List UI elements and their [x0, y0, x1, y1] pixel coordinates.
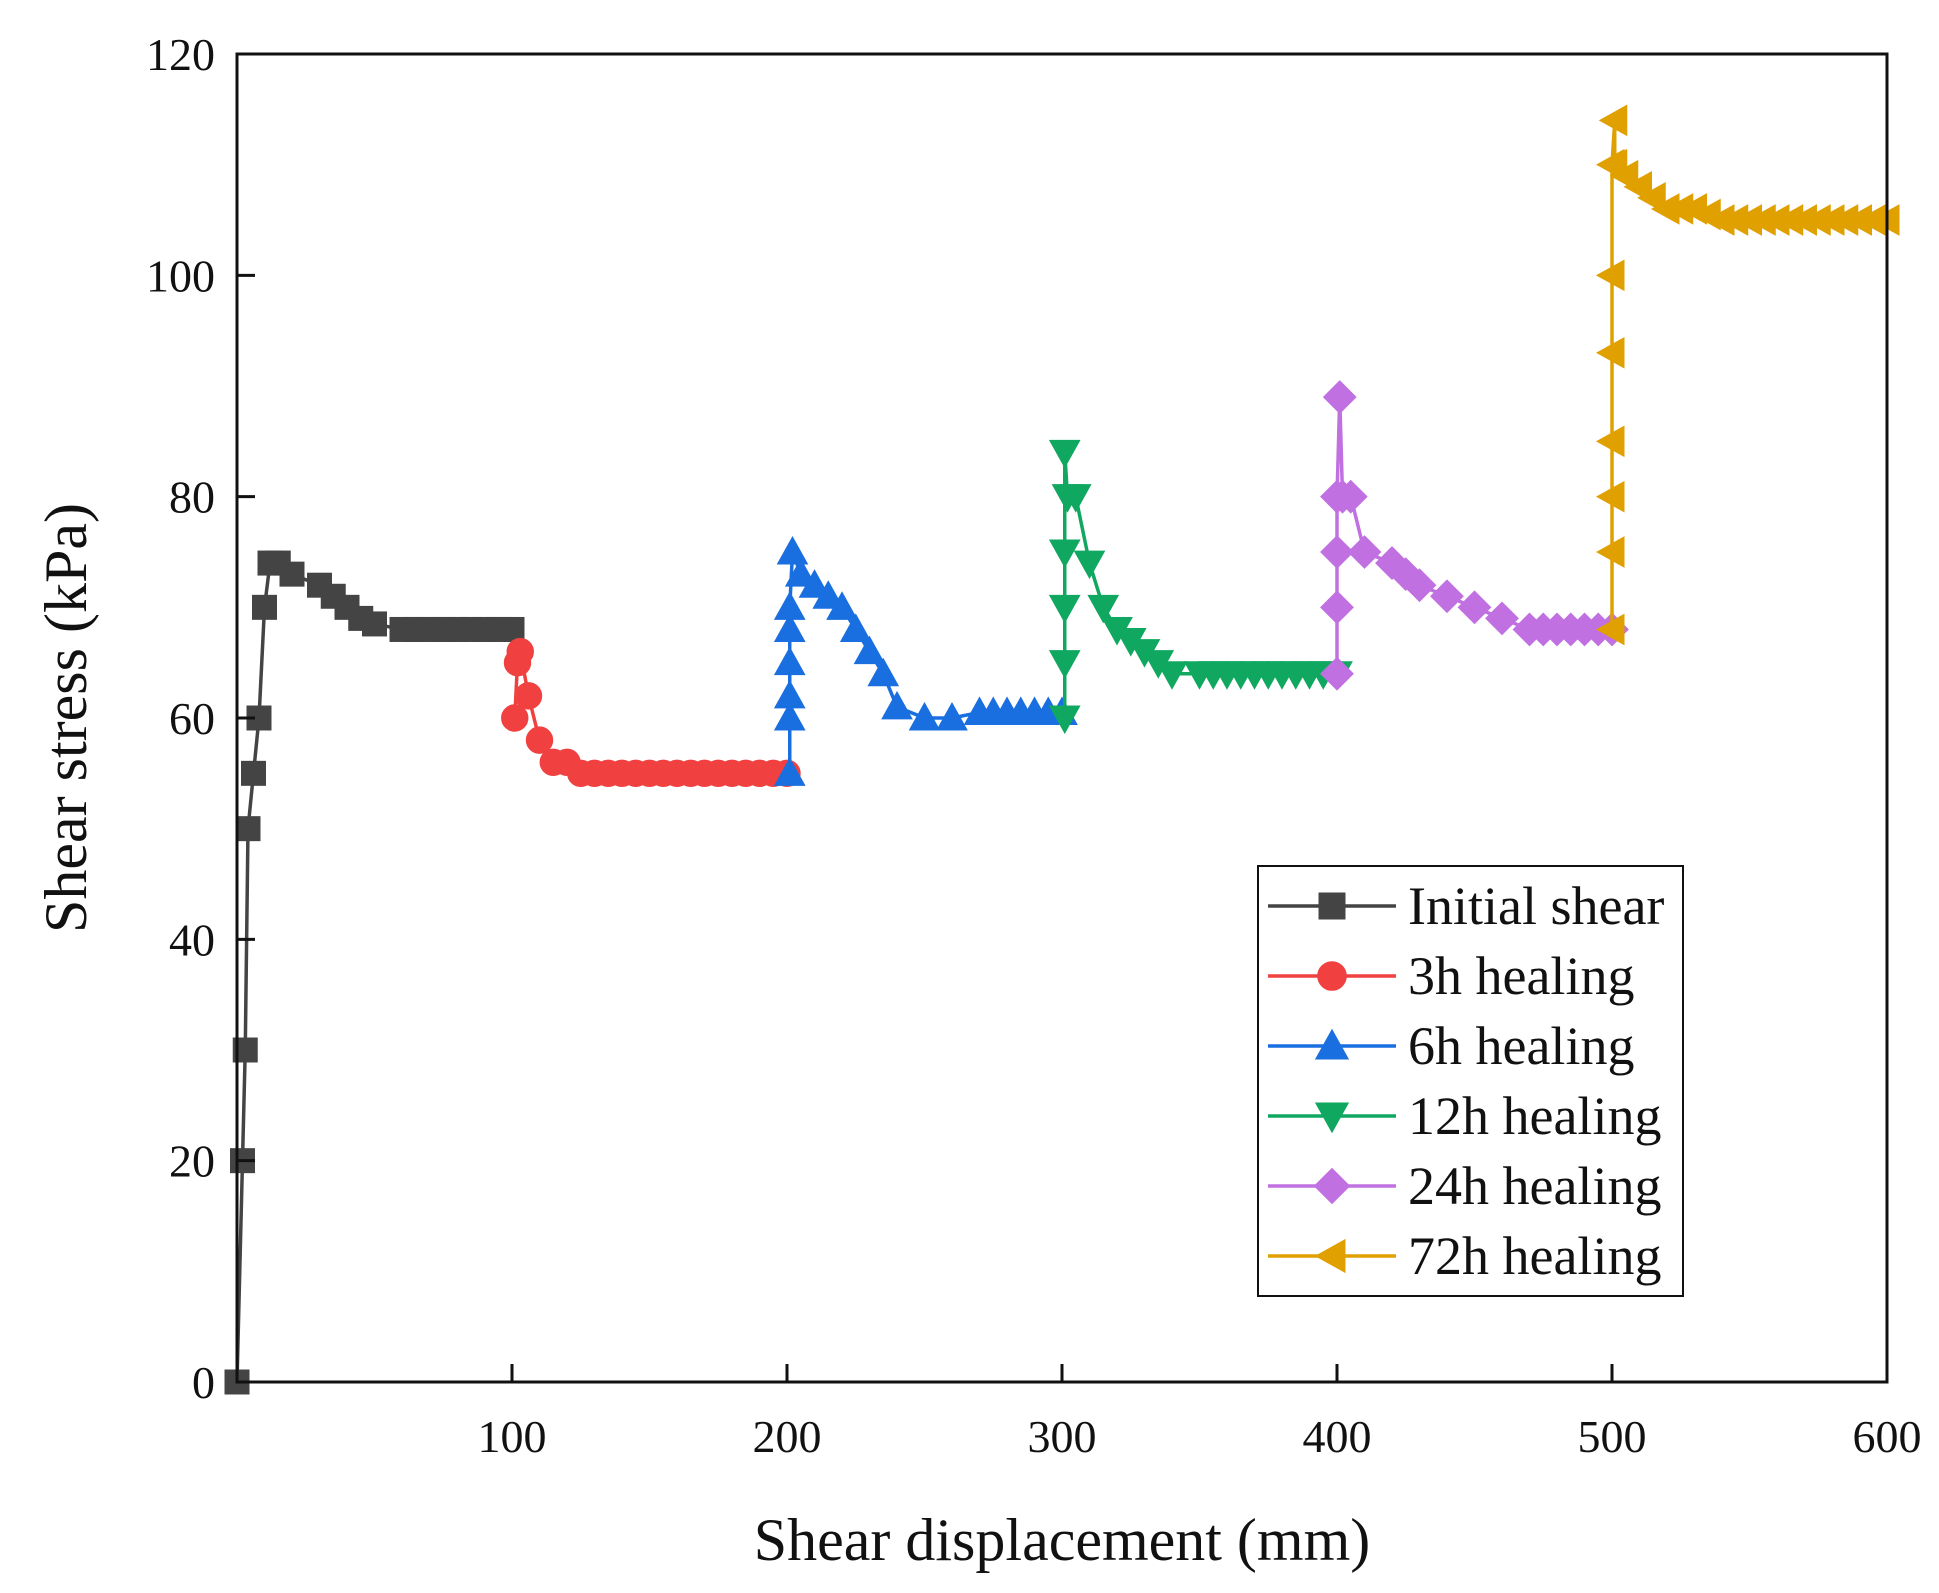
legend-item: 12h healing	[1268, 1086, 1661, 1146]
legend-item: 72h healing	[1268, 1226, 1661, 1286]
data-point	[1430, 579, 1464, 614]
data-point	[839, 613, 872, 642]
data-point	[1048, 539, 1081, 569]
data-point	[776, 535, 809, 565]
series-72h-healing	[1595, 104, 1900, 646]
data-point	[1048, 594, 1081, 624]
data-point	[506, 637, 534, 666]
data-point	[362, 611, 387, 637]
legend-marker	[1318, 892, 1346, 920]
data-point	[1595, 536, 1625, 568]
data-point	[1595, 425, 1625, 458]
legend-item: 24h healing	[1268, 1156, 1661, 1216]
legend-label: 24h healing	[1408, 1156, 1661, 1216]
data-point	[241, 760, 266, 786]
data-point	[514, 682, 543, 710]
legend-box	[1257, 865, 1684, 1297]
legend-item: 3h healing	[1268, 946, 1634, 1006]
data-point	[773, 757, 806, 786]
data-point	[773, 679, 806, 709]
series-layer	[224, 104, 1900, 1395]
data-point	[1598, 104, 1628, 137]
data-point	[826, 591, 858, 620]
data-point	[499, 616, 525, 642]
data-point	[908, 701, 941, 731]
data-point	[853, 635, 886, 665]
series-initial-shear	[224, 550, 525, 1395]
y-tick-label: 100	[146, 250, 215, 301]
legend-marker	[1314, 1102, 1350, 1134]
legend-marker	[1314, 1238, 1346, 1274]
series-24h-healing	[1320, 380, 1629, 691]
data-point	[252, 594, 277, 620]
data-point	[1485, 601, 1519, 636]
data-point	[1059, 484, 1092, 513]
y-tick-label: 80	[169, 472, 215, 523]
x-tick-label: 200	[753, 1411, 822, 1462]
data-point	[1457, 590, 1492, 625]
data-point	[1595, 613, 1625, 646]
data-point	[1320, 590, 1354, 625]
data-point	[798, 569, 831, 598]
data-point	[773, 591, 806, 620]
legend-item: Initial shear	[1268, 876, 1664, 936]
series-3h-healing	[501, 637, 801, 788]
data-point	[1595, 336, 1625, 369]
data-point	[235, 816, 261, 842]
data-point	[881, 690, 913, 720]
data-point	[1320, 656, 1354, 691]
data-point	[279, 561, 305, 587]
legend-label: 3h healing	[1408, 946, 1634, 1006]
y-tick-label: 120	[146, 29, 215, 80]
data-point	[1320, 535, 1354, 569]
legend-label: 6h healing	[1408, 1016, 1634, 1076]
data-point	[501, 704, 529, 732]
data-point	[1073, 550, 1106, 580]
legend-marker	[1317, 961, 1347, 991]
data-point	[773, 613, 806, 642]
series-6h-healing	[773, 535, 1078, 786]
data-point	[1087, 594, 1120, 624]
data-point	[1347, 535, 1382, 569]
data-point	[1048, 705, 1081, 735]
data-point	[1333, 479, 1368, 514]
data-point	[1595, 259, 1625, 292]
data-point	[867, 657, 900, 687]
y-axis-title: Shear stress (kPa)	[33, 503, 99, 933]
data-point	[812, 580, 845, 609]
data-point	[525, 726, 554, 754]
y-tick-label: 0	[192, 1357, 215, 1408]
legend-label: 72h healing	[1408, 1226, 1661, 1286]
axes-layer: 100 200 300 400 500 600 0 20 40 60 80 100 120	[146, 29, 1922, 1462]
x-tick-label: 500	[1578, 1411, 1647, 1462]
data-point	[1595, 480, 1625, 513]
legend-label: 12h healing	[1408, 1086, 1661, 1146]
data-point	[1156, 661, 1188, 690]
y-tick-label: 40	[169, 914, 215, 965]
legend-marker	[1314, 1028, 1350, 1060]
data-point	[1402, 568, 1437, 603]
legend-item: 6h healing	[1268, 1016, 1634, 1076]
data-point	[784, 558, 817, 587]
data-point	[1048, 650, 1081, 679]
y-tick-label: 20	[169, 1136, 215, 1187]
data-point	[936, 701, 968, 731]
x-tick-label: 600	[1853, 1411, 1922, 1462]
y-tick-label: 60	[169, 693, 215, 744]
data-point	[773, 646, 806, 676]
data-point	[1048, 439, 1081, 469]
data-point	[773, 701, 806, 731]
x-axis-title: Shear displacement (mm)	[754, 1507, 1370, 1573]
legend-marker	[1313, 1167, 1351, 1205]
x-tick-label: 300	[1028, 1411, 1097, 1462]
legend-label: Initial shear	[1408, 876, 1664, 936]
legend: Initial shear 3h healing 6h healing 12h hea…	[1257, 865, 1684, 1297]
x-tick-label: 100	[478, 1411, 547, 1462]
data-point	[1322, 380, 1357, 414]
x-tick-label: 400	[1303, 1411, 1372, 1462]
